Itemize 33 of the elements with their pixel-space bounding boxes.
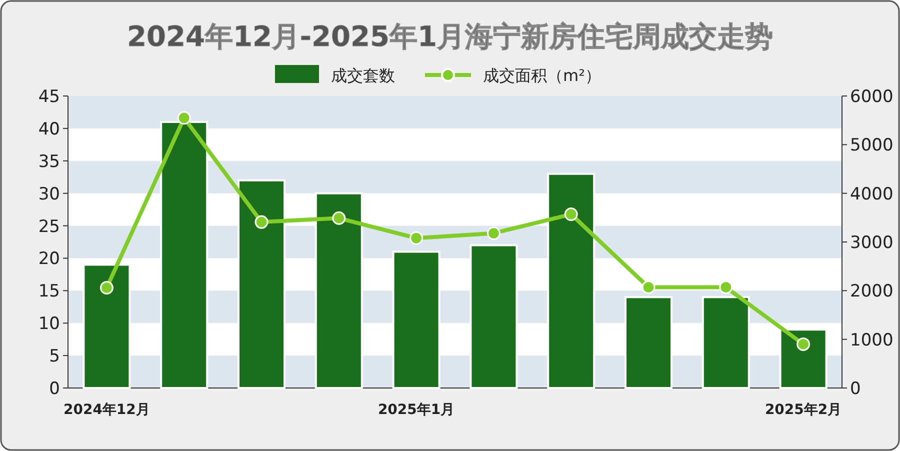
point: [486, 226, 500, 240]
y-tick-label: 15: [38, 282, 60, 302]
point: [332, 211, 346, 225]
y-tick-label: 45: [38, 87, 60, 107]
y-tick-label: 20: [38, 249, 60, 270]
x-tick-label: 2025年2月: [764, 402, 842, 418]
y2-tick-label: 6000: [850, 87, 894, 107]
x-tick-label: 2025年1月: [378, 402, 455, 418]
point: [642, 280, 656, 294]
y-tick-label: 0: [49, 379, 60, 399]
y-tick-label: 25: [38, 216, 60, 237]
point: [177, 111, 191, 125]
legend-label: 成交套数: [331, 66, 395, 85]
x-tick-label: 2024年12月: [63, 402, 150, 418]
point: [564, 208, 578, 222]
point: [254, 215, 268, 229]
y2-tick-label: 3000: [850, 233, 894, 253]
point: [796, 337, 810, 351]
point: [100, 280, 114, 294]
legend-label: 成交面积（m²）: [483, 66, 601, 85]
y-tick-label: 30: [38, 184, 60, 204]
y-tick-label: 10: [38, 314, 60, 334]
chart-title: 2024年12月-2025年1月海宁新房住宅周成交走势: [127, 20, 773, 53]
y2-tick-label: 4000: [850, 184, 894, 204]
y-tick-label: 5: [49, 346, 60, 367]
y2-tick-label: 1000: [850, 330, 894, 350]
y2-tick-label: 2000: [850, 282, 894, 302]
y2-tick-label: 0: [850, 379, 861, 399]
point: [410, 231, 424, 245]
y-tick-label: 40: [38, 119, 60, 140]
y2-tick-label: 5000: [850, 136, 894, 156]
y-tick-label: 35: [38, 152, 60, 172]
point: [719, 280, 733, 294]
